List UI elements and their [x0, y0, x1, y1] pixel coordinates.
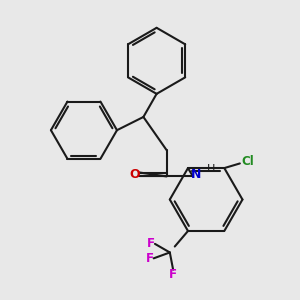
Text: F: F: [169, 268, 177, 281]
Text: O: O: [129, 168, 140, 181]
Text: N: N: [191, 168, 201, 181]
Text: F: F: [146, 252, 154, 265]
Text: H: H: [207, 164, 215, 174]
Text: Cl: Cl: [241, 155, 254, 168]
Text: F: F: [147, 237, 155, 250]
